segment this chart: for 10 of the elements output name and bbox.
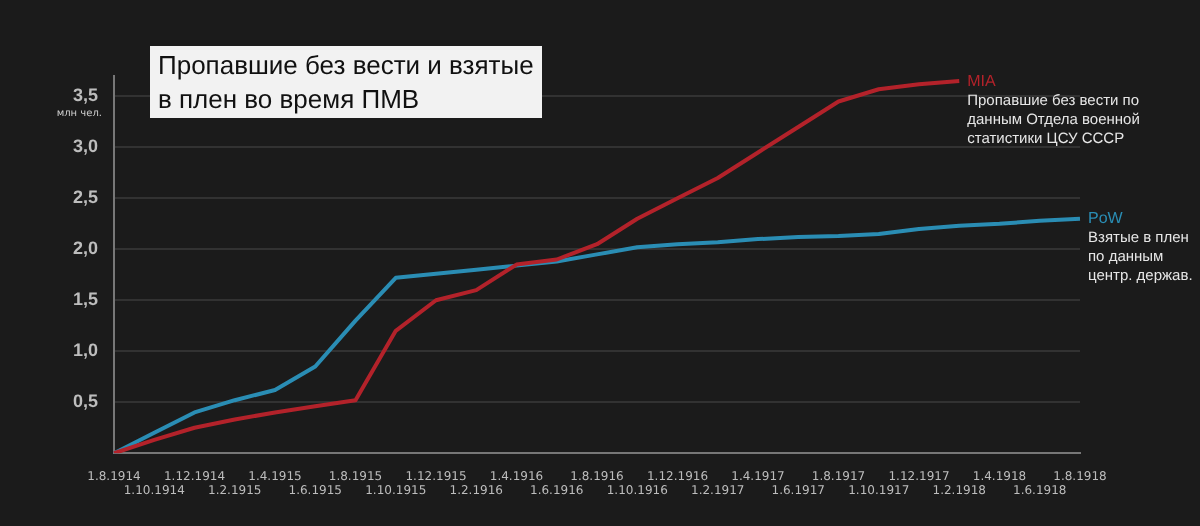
y-tick-label: 2,5 [72, 187, 98, 208]
y-tick-label: 0,5 [72, 391, 98, 412]
y-tick-label: 3,5 [72, 85, 98, 106]
y-tick-label: 1,5 [72, 289, 98, 310]
chart-title: Пропавшие без вести и взятые в плен во время ПМВ [150, 46, 542, 118]
series-label: MIA [967, 71, 998, 90]
y-tick-label: 1,0 [72, 340, 98, 361]
y-tick-label: 2,0 [72, 238, 98, 259]
y-tick-label: 3,0 [72, 136, 98, 157]
series-label: PoW [1088, 209, 1124, 228]
